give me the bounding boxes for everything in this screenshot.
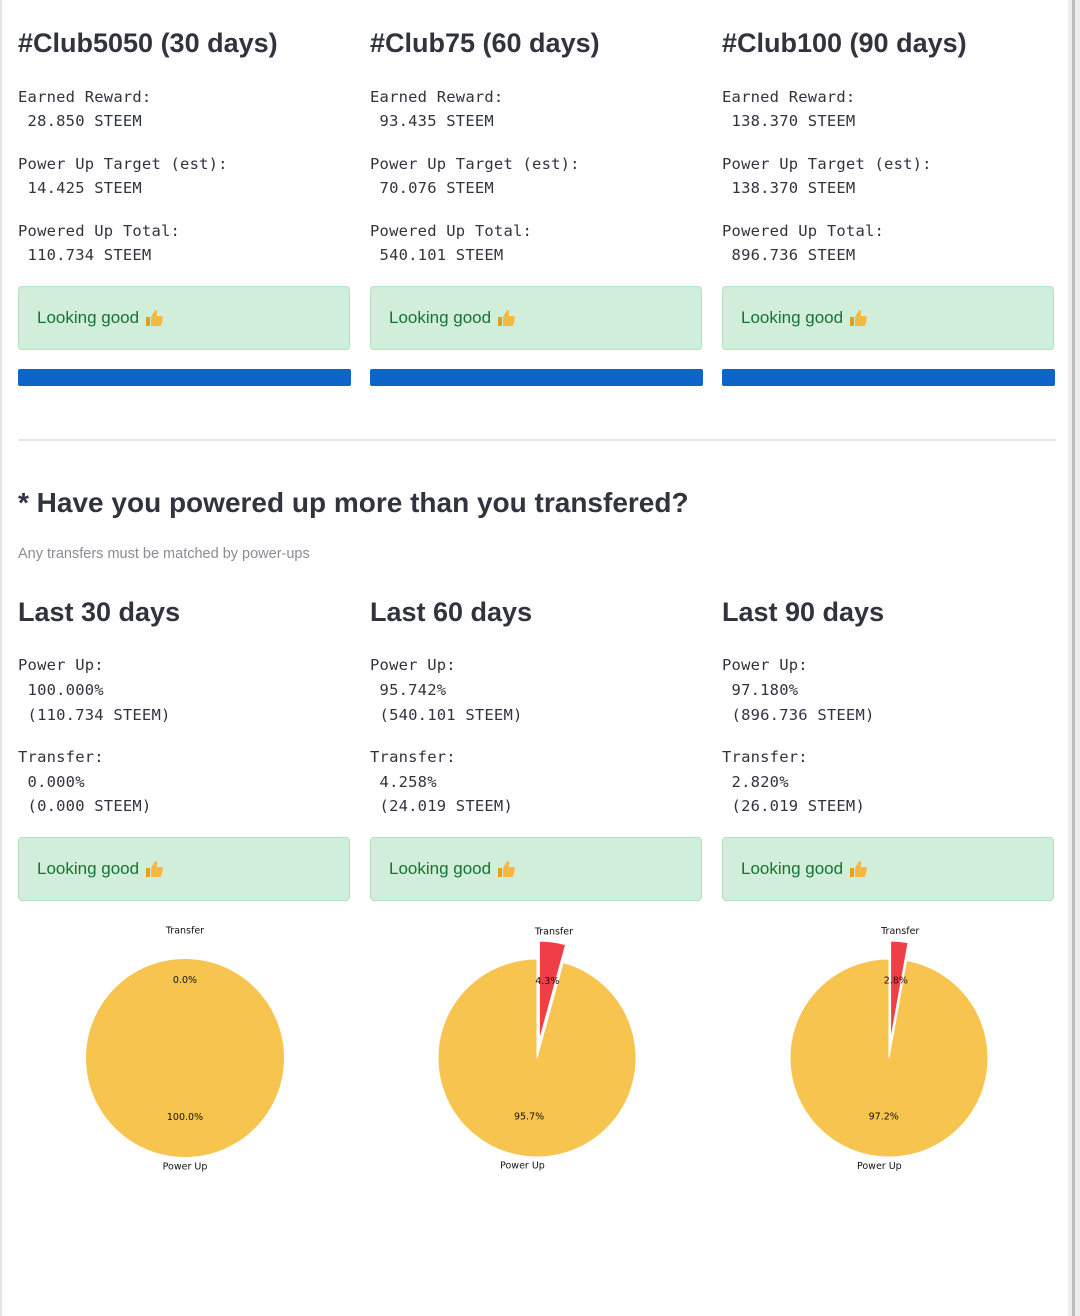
earned-label: Earned Reward:	[722, 88, 856, 106]
pie-slice-powerup	[437, 958, 637, 1158]
period-title: Last 60 days	[370, 597, 533, 627]
pie-label-powerup: Power Up	[500, 1160, 545, 1171]
success-alert: Looking good	[722, 286, 1054, 350]
success-alert: Looking good	[18, 286, 350, 350]
earned-value: 93.435 STEEM	[370, 112, 494, 130]
thumbs-up-icon	[850, 310, 867, 326]
powerup-amount: (896.736 STEEM)	[722, 706, 875, 724]
club-title: #Club5050 (30 days)	[18, 28, 278, 58]
earned-label: Earned Reward:	[370, 88, 504, 106]
total-label: Powered Up Total:	[18, 222, 181, 240]
pie-slice-transfer	[890, 940, 909, 1041]
transfer-label: Transfer:	[370, 748, 456, 766]
powerup-label: Power Up:	[370, 656, 456, 674]
alert-text: Looking good	[389, 308, 492, 327]
period-title: Last 90 days	[722, 597, 885, 627]
club-title: #Club75 (60 days)	[370, 28, 600, 58]
pie-chart-svg: Transfer Power Up 0.0% 100.0%	[86, 926, 284, 1172]
pie-chart-svg: Transfer Power Up 2.8% 97.2%	[789, 926, 989, 1172]
alert-text: Looking good	[37, 859, 140, 878]
powerup-pct: 100.000%	[18, 681, 104, 699]
thumbs-up-icon	[850, 861, 867, 877]
alert-text: Looking good	[741, 859, 844, 878]
target-label: Power Up Target (est):	[722, 155, 932, 173]
earned-label: Earned Reward:	[18, 88, 152, 106]
transfer-amount: (26.019 STEEM)	[722, 797, 865, 815]
left-border	[0, 0, 2, 1316]
powerup-label: Power Up:	[18, 656, 104, 674]
powerup-amount: (110.734 STEEM)	[18, 706, 171, 724]
total-value: 110.734 STEEM	[18, 246, 152, 264]
thumbs-up-icon	[498, 861, 515, 877]
target-label: Power Up Target (est):	[18, 155, 228, 173]
success-alert: Looking good	[18, 837, 350, 901]
section-divider	[18, 439, 1056, 441]
section-heading: * Have you powered up more than you tran…	[18, 487, 689, 518]
pie-chart-svg: Transfer Power Up 4.3% 95.7%	[437, 927, 637, 1171]
success-alert: Looking good	[722, 837, 1054, 901]
progress-bar	[18, 369, 351, 386]
transfer-label: Transfer:	[722, 748, 808, 766]
total-value: 540.101 STEEM	[370, 246, 504, 264]
transfer-amount: (24.019 STEEM)	[370, 797, 513, 815]
pie-slice-powerup	[86, 959, 284, 1157]
club-card-100: #Club100 (90 days) Earned Reward: 138.37…	[722, 0, 1056, 400]
pie-slice-powerup	[789, 958, 989, 1158]
thumbs-up-icon	[146, 861, 163, 877]
pie-label-transfer: Transfer	[534, 927, 573, 938]
period-card-30: Last 30 days Power Up: 100.000% (110.734…	[18, 0, 352, 910]
pie-chart-30: Transfer Power Up 0.0% 100.0%	[18, 918, 352, 1180]
transfer-label: Transfer:	[18, 748, 104, 766]
earned-value: 138.370 STEEM	[722, 112, 856, 130]
alert-text: Looking good	[741, 308, 844, 327]
progress-bar	[370, 369, 703, 386]
pie-label-transfer: Transfer	[165, 926, 204, 937]
transfer-pct: 0.000%	[18, 773, 85, 791]
pie-label-transfer: Transfer	[880, 926, 919, 937]
scrollbar-thumb[interactable]	[1072, 0, 1075, 1316]
pie-pct-powerup: 95.7%	[514, 1111, 544, 1122]
total-value: 896.736 STEEM	[722, 246, 856, 264]
success-alert: Looking good	[370, 837, 702, 901]
period-card-60: Last 60 days Power Up: 95.742% (540.101 …	[370, 0, 704, 910]
powerup-label: Power Up:	[722, 656, 808, 674]
target-value: 70.076 STEEM	[370, 179, 494, 197]
thumbs-up-icon	[498, 310, 515, 326]
powerup-amount: (540.101 STEEM)	[370, 706, 523, 724]
club-card-75: #Club75 (60 days) Earned Reward: 93.435 …	[370, 0, 704, 400]
club-card-5050: #Club5050 (30 days) Earned Reward: 28.85…	[18, 0, 352, 400]
success-alert: Looking good	[370, 286, 702, 350]
pie-chart-60: Transfer Power Up 4.3% 95.7%	[370, 918, 704, 1180]
target-value: 138.370 STEEM	[722, 179, 856, 197]
transfer-pct: 4.258%	[370, 773, 437, 791]
pie-pct-transfer: 2.8%	[884, 975, 908, 986]
pie-chart-90: Transfer Power Up 2.8% 97.2%	[722, 918, 1056, 1180]
section-caption: Any transfers must be matched by power-u…	[18, 546, 310, 562]
pie-pct-transfer: 4.3%	[535, 976, 559, 987]
powerup-pct: 95.742%	[370, 681, 447, 699]
progress-bar	[722, 369, 1055, 386]
transfer-pct: 2.820%	[722, 773, 789, 791]
pie-pct-transfer: 0.0%	[173, 975, 197, 986]
total-label: Powered Up Total:	[722, 222, 885, 240]
pie-label-powerup: Power Up	[857, 1161, 902, 1172]
club-title: #Club100 (90 days)	[722, 28, 967, 58]
pie-slice-transfer	[538, 940, 567, 1041]
target-label: Power Up Target (est):	[370, 155, 580, 173]
pie-pct-powerup: 100.0%	[167, 1112, 203, 1123]
alert-text: Looking good	[389, 859, 492, 878]
pie-label-powerup: Power Up	[163, 1161, 208, 1172]
alert-text: Looking good	[37, 308, 140, 327]
pie-pct-powerup: 97.2%	[869, 1112, 899, 1123]
transfer-amount: (0.000 STEEM)	[18, 797, 152, 815]
period-title: Last 30 days	[18, 597, 181, 627]
thumbs-up-icon	[146, 310, 163, 326]
powerup-pct: 97.180%	[722, 681, 799, 699]
target-value: 14.425 STEEM	[18, 179, 142, 197]
total-label: Powered Up Total:	[370, 222, 533, 240]
period-card-90: Last 90 days Power Up: 97.180% (896.736 …	[722, 0, 1056, 910]
earned-value: 28.850 STEEM	[18, 112, 142, 130]
